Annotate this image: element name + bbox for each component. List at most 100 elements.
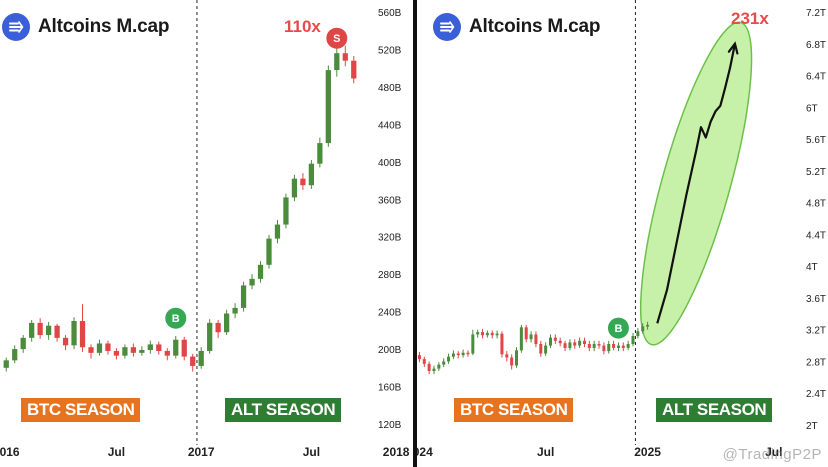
candle — [232, 303, 238, 319]
left-brand: Altcoins M.cap — [2, 13, 169, 41]
candle-body — [621, 345, 625, 348]
candle-body — [641, 326, 645, 332]
candle — [607, 340, 611, 354]
candle — [274, 219, 281, 244]
candle — [461, 349, 465, 358]
candle-body — [495, 333, 499, 336]
candle — [334, 48, 340, 77]
left-candlestick-chart: 560B 520B 480B 440B 400B 360B 320B 280B 240B 200B… — [0, 0, 410, 459]
candle — [266, 234, 272, 269]
candle — [223, 309, 230, 336]
y-tick-label: 320B — [378, 233, 402, 244]
left-multiplier-label: 110x — [284, 17, 321, 36]
candle — [544, 342, 548, 356]
candle — [539, 340, 543, 357]
candle-body — [563, 343, 567, 348]
candle — [147, 340, 153, 354]
candle-body — [515, 350, 519, 366]
candle-body — [113, 350, 120, 356]
candle — [96, 339, 103, 356]
candle-body — [573, 342, 577, 346]
y-tick-label: 6.4T — [806, 72, 826, 83]
candle-body — [471, 334, 475, 354]
candle-body — [422, 359, 426, 364]
buy-marker — [165, 307, 187, 329]
candle-body — [190, 356, 196, 366]
x-tick-label: Jul — [537, 445, 554, 459]
candle-body — [442, 361, 446, 365]
y-tick-label: 200B — [378, 345, 402, 356]
candle-body — [466, 352, 470, 355]
candle-body — [578, 340, 582, 346]
candle — [568, 339, 572, 351]
candle — [422, 356, 426, 368]
candle-body — [308, 163, 315, 186]
candle-body — [79, 321, 86, 348]
candle-body — [249, 278, 255, 286]
candle-body — [139, 350, 145, 353]
candle — [62, 335, 69, 351]
y-tick-label: 7.2T — [806, 8, 826, 19]
y-tick-label: 2.4T — [806, 389, 826, 400]
candle-body — [510, 357, 514, 366]
candle-body — [505, 354, 509, 358]
left-btc-season-label: BTC SEASON — [21, 398, 141, 422]
candle — [490, 330, 494, 339]
y-tick-label: 5.6T — [806, 135, 826, 146]
stream-lines-icon — [2, 13, 30, 41]
candle — [548, 334, 552, 348]
candle-body — [558, 340, 562, 344]
x-tick-label: Jul — [765, 445, 782, 459]
projection-arrow-line — [656, 43, 737, 324]
candle-body — [616, 345, 620, 348]
candle-body — [173, 339, 179, 356]
candle — [476, 329, 480, 338]
candle-body — [582, 340, 586, 344]
candle — [578, 337, 582, 348]
right-chart-panel: 7.2T 6.8T 6.4T 6T 5.6T 5.2T 4.8T 4.4T 4T 3.6T 3.2T… — [417, 0, 828, 467]
y-tick-label: 480B — [378, 83, 402, 94]
y-tick-label: 6.8T — [806, 40, 826, 51]
candle — [582, 337, 586, 348]
candle-body — [29, 322, 35, 338]
candle-body — [342, 53, 348, 61]
candle — [481, 328, 485, 339]
candle — [466, 350, 470, 357]
candle — [529, 331, 533, 343]
y-tick-label: 520B — [378, 45, 402, 56]
candle — [181, 336, 187, 361]
candle — [553, 334, 557, 344]
candle-body — [417, 355, 421, 360]
candle-body — [500, 333, 504, 355]
candle-body — [451, 353, 455, 357]
candle — [130, 343, 137, 357]
candle — [427, 361, 431, 375]
marker-label: S — [333, 33, 340, 45]
candle-body — [181, 339, 187, 357]
marker-label: B — [172, 313, 180, 325]
candle — [3, 357, 9, 372]
candle-body — [257, 264, 264, 279]
buy-marker — [607, 317, 629, 339]
y-tick-label: 120B — [378, 420, 402, 431]
candle-body — [568, 342, 572, 348]
y-tick-label: 5.2T — [806, 167, 826, 178]
candle — [442, 358, 446, 368]
candle — [79, 304, 86, 352]
y-tick-label: 400B — [378, 158, 402, 169]
candle-body — [519, 327, 523, 351]
y-tick-label: 360B — [378, 195, 402, 206]
candle-body — [198, 350, 204, 366]
candle — [485, 330, 489, 338]
candle — [456, 351, 460, 359]
candle — [612, 340, 616, 351]
y-tick-label: 240B — [378, 308, 402, 319]
candle-body — [553, 337, 557, 341]
right-multiplier-label: 231x — [731, 9, 769, 28]
candle — [534, 331, 538, 348]
candle-body — [37, 322, 43, 336]
candle — [37, 318, 43, 339]
candle-body — [283, 197, 289, 225]
candle-body — [274, 224, 281, 239]
candle-body — [447, 356, 451, 362]
